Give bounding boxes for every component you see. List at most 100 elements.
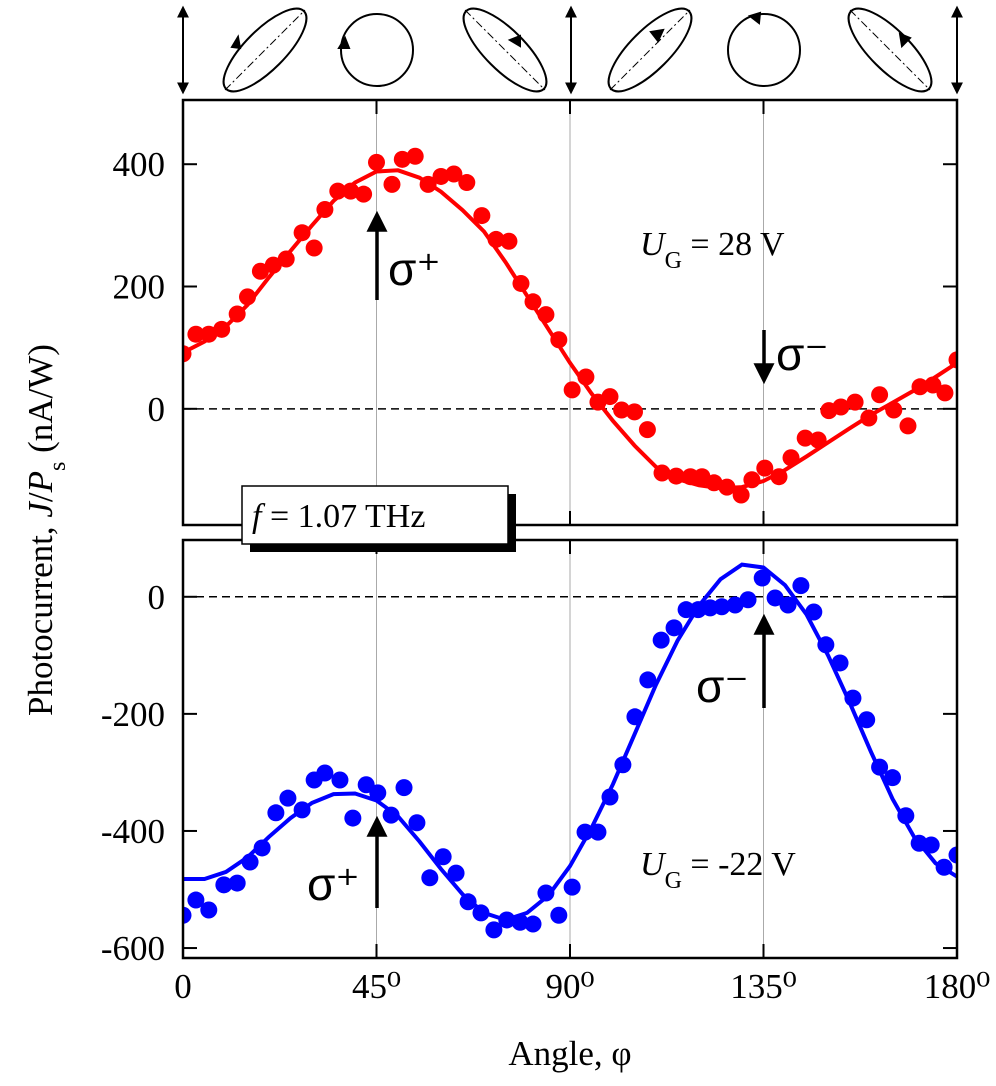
data-point [344,809,362,827]
data-point [899,417,917,435]
y-tick-label: 0 [148,390,166,429]
data-point [316,764,334,782]
data-point [713,598,731,616]
x-tick-label: 90⁰ [545,967,594,1006]
annotation-part: G [665,248,682,274]
data-point [732,486,750,504]
data-point [305,239,323,257]
data-point [355,185,373,203]
data-point [267,804,285,822]
data-point [458,174,476,192]
data-point [421,869,439,887]
data-point [200,325,218,343]
y-axis-label-part: s [45,462,71,471]
data-point [871,386,889,404]
label-box [241,485,509,545]
data-point [408,814,426,832]
annotation: UG = 28 V [640,226,785,274]
data-point [200,901,218,919]
fit-line [183,562,957,923]
annotation-part: G [665,868,682,894]
data-point [432,167,450,185]
plot-frame [181,98,959,527]
data-point [215,876,233,894]
y-axis-label-part: (nA/W) [21,344,60,462]
data-point [447,864,465,882]
data-point [406,147,424,165]
y-axis-label-part: Photocurrent, [21,518,60,716]
y-tick-label: 200 [113,268,166,307]
y-axis-label: Photocurrent, J/Ps (nA/W) [21,344,71,716]
data-point [279,789,297,807]
data-point [524,915,542,933]
data-point [563,878,581,896]
data-point [368,153,385,171]
data-point [434,848,452,866]
data-point [665,619,683,637]
data-point [948,846,957,864]
x-tick-label: 0 [174,967,192,1006]
data-point [473,207,491,225]
x-tick-label: 180⁰ [924,967,991,1006]
x-axis-label: Angle, φ [508,1034,631,1073]
data-point [331,771,349,789]
data-point [500,232,518,250]
data-point [796,429,814,447]
annotation-part: = 28 V [682,226,785,263]
data-point [601,388,619,406]
frequency-label: f = 1.07 THz [252,498,425,535]
data-point [922,836,940,854]
data-point [253,839,271,857]
data-point [251,262,269,280]
y-tick-label: -400 [101,812,165,851]
annotation: σ⁺ [307,858,360,910]
data-point [846,393,864,411]
y-tick-label: -200 [101,695,165,734]
data-point [726,596,744,614]
annotation-part: = -22 V [682,846,796,883]
data-point [858,711,876,729]
data-point [228,874,246,892]
data-point [293,224,311,242]
data-point [638,421,656,439]
annotation-part: U [640,226,667,263]
data-point [383,175,401,193]
data-point [393,150,411,168]
plot-frame [181,538,959,960]
data-point [884,769,901,787]
annotation: σ⁻ [696,660,749,712]
annotation: σ⁺ [388,243,441,295]
fit-line [183,168,957,491]
annotation: σ⁻ [776,328,829,380]
y-axis-label-part: / [21,492,60,502]
y-tick-label: 0 [148,578,166,617]
data-point [183,906,192,924]
data-point [395,779,413,797]
data-point [369,784,387,802]
data-point [342,182,360,200]
x-tick-label: 135⁰ [730,967,797,1006]
data-point [613,401,631,419]
data-point [626,403,643,421]
data-point [563,381,581,399]
data-point [187,891,205,909]
polarization-icons [177,5,963,95]
annotation: UG = -22 V [640,846,796,894]
y-axis-label-part: P [21,471,60,493]
data-point [485,921,503,939]
data-point [652,631,670,649]
data-point [792,577,810,595]
data-point [739,591,757,609]
data-point [677,601,695,619]
annotation-part: U [640,846,667,883]
data-point [445,165,463,183]
data-point [550,906,568,924]
data-point [753,569,771,587]
y-tick-label: -600 [101,929,165,968]
data-point [779,596,797,614]
data-point [832,398,850,416]
data-point [756,459,774,477]
data-point [639,671,657,689]
data-point [537,884,555,902]
